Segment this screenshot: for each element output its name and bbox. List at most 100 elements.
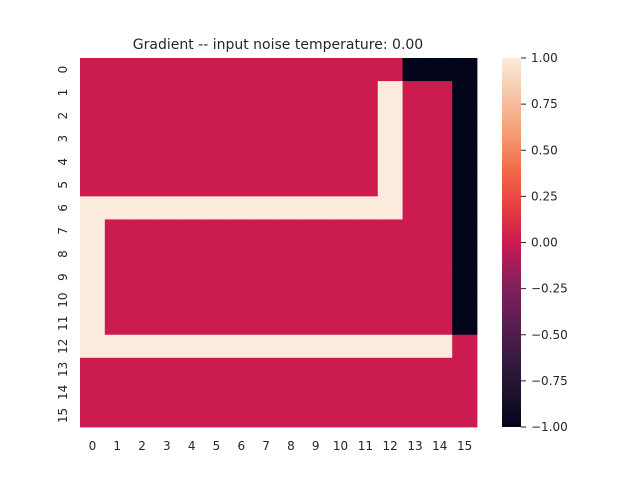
x-tick-label: 14 xyxy=(432,439,447,453)
heatmap-cell xyxy=(104,173,131,197)
heatmap-cell xyxy=(179,288,205,313)
heatmap-cell xyxy=(154,196,180,220)
heatmap-cell xyxy=(154,242,180,266)
heatmap-cell xyxy=(402,403,428,428)
heatmap-cell xyxy=(402,219,428,243)
heatmap-cell xyxy=(179,219,205,243)
heatmap-cell xyxy=(154,219,180,243)
heatmap-cell xyxy=(278,403,304,428)
heatmap-cell xyxy=(427,81,453,105)
heatmap-cell xyxy=(204,288,230,313)
x-tick-label: 3 xyxy=(163,439,171,453)
heatmap-cell xyxy=(328,334,354,359)
heatmap-cell xyxy=(179,104,205,128)
heatmap-cell xyxy=(253,173,279,197)
heatmap-cell xyxy=(303,196,329,220)
heatmap-cell xyxy=(377,334,403,359)
heatmap-cell xyxy=(303,81,329,105)
heatmap-cell xyxy=(104,380,131,405)
heatmap-cell xyxy=(427,196,453,220)
heatmap-cell xyxy=(80,196,106,220)
heatmap-cell xyxy=(154,265,180,290)
heatmap-cell xyxy=(303,104,329,128)
heatmap-cell xyxy=(104,403,131,428)
heatmap-cell xyxy=(328,127,354,151)
heatmap-cell xyxy=(154,127,180,151)
heatmap-cell xyxy=(402,380,428,405)
heatmap-cell xyxy=(402,173,428,197)
heatmap-cell xyxy=(402,127,428,151)
heatmap-cell xyxy=(253,150,279,174)
heatmap-cell xyxy=(228,58,255,82)
heatmap-cell xyxy=(452,104,478,128)
x-tick-label: 2 xyxy=(138,439,146,453)
heatmap-cell xyxy=(179,380,205,405)
heatmap-cell xyxy=(228,242,255,266)
colorbar-ticks: 1.00 0.75 0.50 0.25 0.00 −0.25 −0.50 −0.75 −1.00 xyxy=(521,51,568,434)
heatmap-cell xyxy=(253,334,279,359)
x-tick-label: 7 xyxy=(262,439,270,453)
heatmap-cell xyxy=(104,150,131,174)
y-tick-label: 13 xyxy=(56,362,70,377)
heatmap-cell xyxy=(452,311,478,336)
heatmap-cell xyxy=(129,58,155,82)
heatmap-cells xyxy=(80,58,478,428)
heatmap-cell xyxy=(154,150,180,174)
heatmap-cell xyxy=(352,265,379,290)
heatmap-cell xyxy=(228,334,255,359)
heatmap-cell xyxy=(204,265,230,290)
heatmap-cell xyxy=(129,150,155,174)
heatmap-cell xyxy=(228,150,255,174)
heatmap-cell xyxy=(303,311,329,336)
heatmap-cell xyxy=(377,127,403,151)
heatmap-cell xyxy=(427,357,453,382)
colorbar-tick-label: 1.00 xyxy=(531,51,558,65)
heatmap-cell xyxy=(154,58,180,82)
heatmap-cell xyxy=(427,265,453,290)
heatmap-cell xyxy=(427,127,453,151)
heatmap-cell xyxy=(228,173,255,197)
colorbar-tick-label: 0.00 xyxy=(531,236,558,250)
heatmap-cell xyxy=(377,265,403,290)
y-tick-label: 14 xyxy=(56,385,70,400)
heatmap-cell xyxy=(129,288,155,313)
heatmap-cell xyxy=(129,173,155,197)
colorbar-tick-label: 0.50 xyxy=(531,143,558,157)
heatmap-cell xyxy=(104,219,131,243)
heatmap-cell xyxy=(80,127,106,151)
y-tick-label: 12 xyxy=(56,339,70,354)
heatmap-cell xyxy=(104,357,131,382)
x-tick-label: 13 xyxy=(407,439,422,453)
heatmap-cell xyxy=(253,242,279,266)
heatmap-cell xyxy=(328,104,354,128)
heatmap-cell xyxy=(427,150,453,174)
heatmap-cell xyxy=(427,173,453,197)
heatmap-cell xyxy=(352,357,379,382)
heatmap-cell xyxy=(104,104,131,128)
heatmap-cell xyxy=(303,58,329,82)
heatmap-cell xyxy=(303,242,329,266)
heatmap-cell xyxy=(80,173,106,197)
x-axis-ticks: 0 1 2 3 4 5 6 7 8 9 10 11 12 13 14 15 xyxy=(89,439,473,453)
heatmap-cell xyxy=(328,150,354,174)
heatmap-cell xyxy=(204,81,230,105)
heatmap-cell xyxy=(204,380,230,405)
heatmap-cell xyxy=(452,380,478,405)
x-tick-label: 0 xyxy=(89,439,97,453)
heatmap-cell xyxy=(154,403,180,428)
heatmap-cell xyxy=(204,104,230,128)
heatmap-cell xyxy=(328,265,354,290)
heatmap-cell xyxy=(204,58,230,82)
heatmap-cell xyxy=(129,196,155,220)
heatmap-cell xyxy=(154,311,180,336)
heatmap-cell xyxy=(452,219,478,243)
heatmap-cell xyxy=(328,81,354,105)
colorbar-tick-label: −0.50 xyxy=(531,328,568,342)
x-tick-label: 8 xyxy=(287,439,295,453)
colorbar-tick-label: 0.25 xyxy=(531,189,558,203)
heatmap-cell xyxy=(253,288,279,313)
heatmap-cell xyxy=(80,265,106,290)
heatmap-cell xyxy=(352,380,379,405)
heatmap-cell xyxy=(402,58,428,82)
